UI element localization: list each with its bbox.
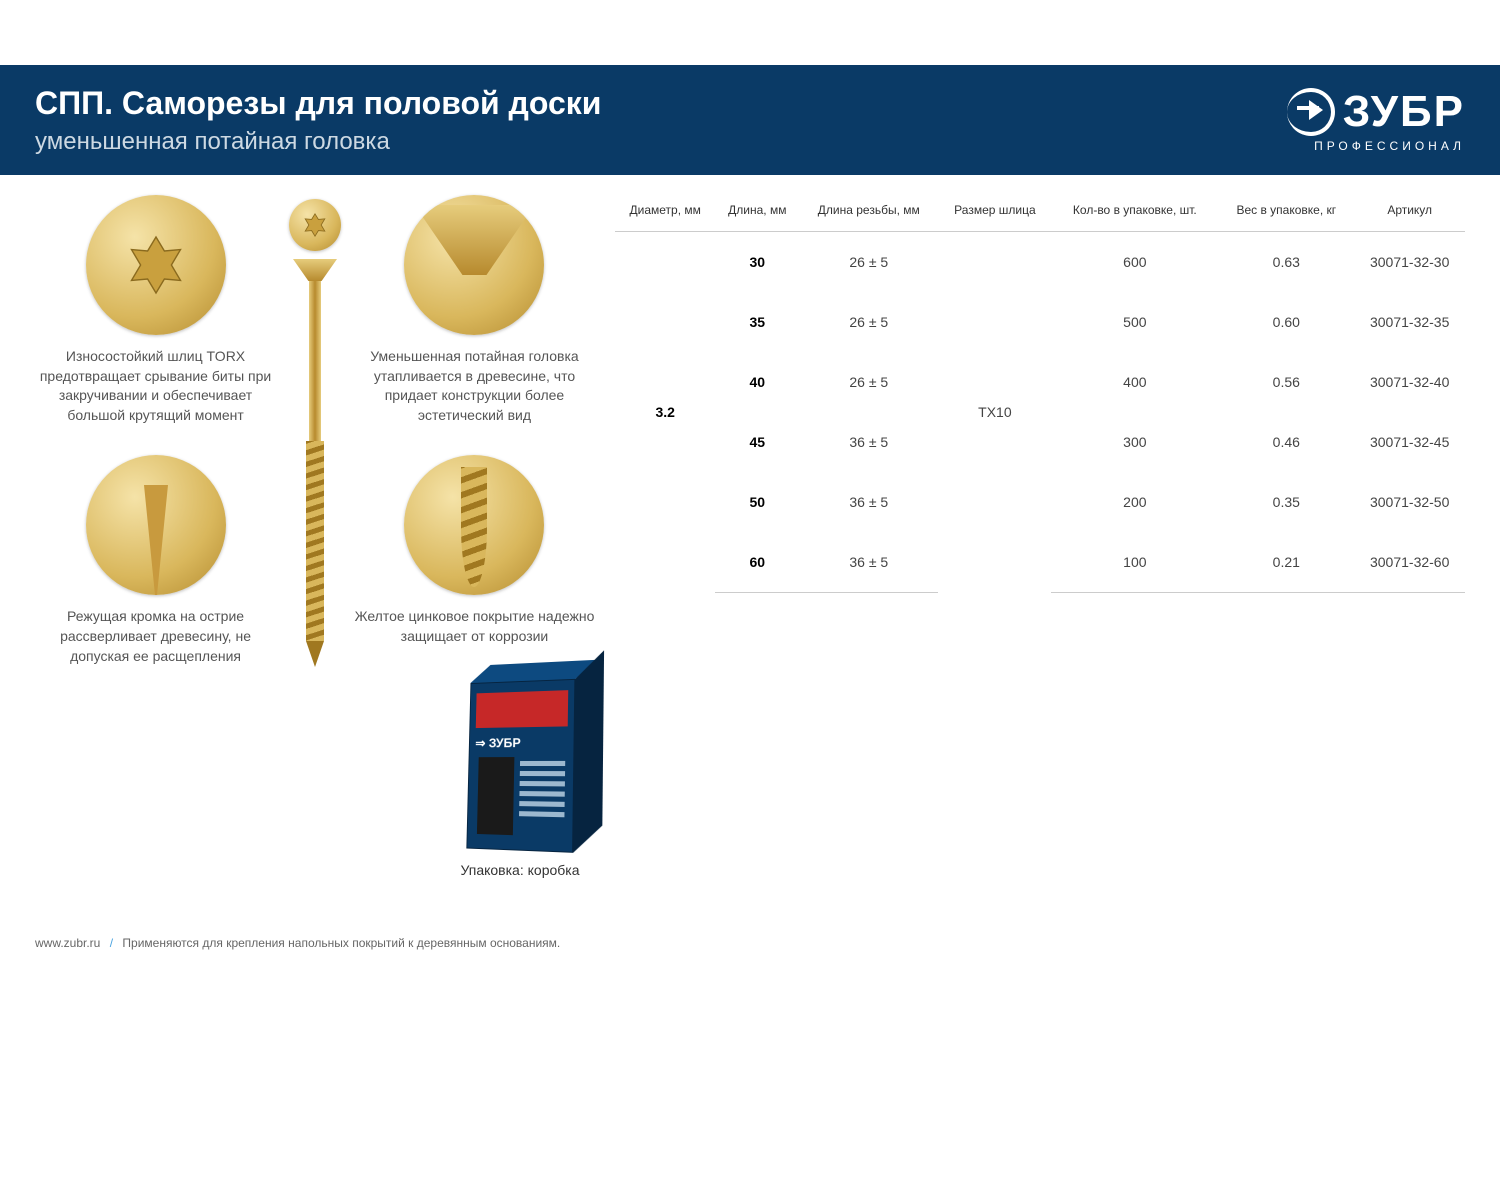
cell-slot: TX10 [938, 232, 1051, 593]
feature-column-left: Износостойкий шлиц TORX предотвращает ср… [35, 195, 276, 666]
brand-logo: ЗУБР ПРОФЕССИОНАЛ [1287, 87, 1465, 153]
tip-illustration [86, 455, 226, 595]
cell-length: 50 [715, 472, 799, 532]
cell-sku: 30071-32-35 [1354, 292, 1465, 352]
footer-separator: / [110, 936, 113, 950]
col-sku: Артикул [1354, 195, 1465, 232]
cell-length: 40 [715, 352, 799, 412]
cell-qty: 100 [1051, 532, 1218, 593]
table-row: 3.23026 ± 5TX106000.6330071-32-30 [615, 232, 1465, 293]
brand-name: ЗУБР [1343, 87, 1465, 137]
footer-note: Применяются для крепления напольных покр… [122, 936, 560, 950]
footer: www.zubr.ru / Применяются для крепления … [35, 936, 560, 950]
spec-table: Диаметр, мм Длина, мм Длина резьбы, мм Р… [615, 195, 1465, 666]
cell-weight: 0.60 [1218, 292, 1354, 352]
cell-thread: 26 ± 5 [799, 352, 938, 412]
cell-length: 30 [715, 232, 799, 293]
cell-qty: 200 [1051, 472, 1218, 532]
box-brand-icon: ⇒ ЗУБР [475, 735, 567, 752]
cell-sku: 30071-32-40 [1354, 352, 1465, 412]
col-thread: Длина резьбы, мм [799, 195, 938, 232]
cell-sku: 30071-32-50 [1354, 472, 1465, 532]
cell-weight: 0.21 [1218, 532, 1354, 593]
cell-thread: 26 ± 5 [799, 232, 938, 293]
cell-qty: 400 [1051, 352, 1218, 412]
logo-arrow-icon [1287, 88, 1335, 136]
torx-head-illustration [86, 195, 226, 335]
cell-thread: 26 ± 5 [799, 292, 938, 352]
cell-thread: 36 ± 5 [799, 532, 938, 593]
package-label: Упаковка: коробка [420, 862, 620, 878]
cell-weight: 0.35 [1218, 472, 1354, 532]
page-subtitle: уменьшенная потайная головка [35, 128, 601, 156]
features-panel: Износостойкий шлиц TORX предотвращает ср… [35, 195, 595, 666]
package-box-illustration: ⇒ ЗУБР [466, 679, 575, 853]
feature-head-text: Уменьшенная потайная головка утапливаетс… [354, 347, 595, 425]
cell-length: 45 [715, 412, 799, 472]
cell-weight: 0.63 [1218, 232, 1354, 293]
cell-qty: 500 [1051, 292, 1218, 352]
page-title: СПП. Саморезы для половой доски [35, 85, 601, 122]
feature-torx-text: Износостойкий шлиц TORX предотвращает ср… [35, 347, 276, 425]
cell-sku: 30071-32-45 [1354, 412, 1465, 472]
cell-thread: 36 ± 5 [799, 472, 938, 532]
cell-sku: 30071-32-30 [1354, 232, 1465, 293]
feature-column-right: Уменьшенная потайная головка утапливаетс… [354, 195, 595, 666]
torx-star-icon [121, 230, 191, 300]
col-diameter: Диаметр, мм [615, 195, 715, 232]
feature-tip-text: Режущая кромка на острие рассверливает д… [35, 607, 276, 666]
header-text: СПП. Саморезы для половой доски уменьшен… [35, 85, 601, 156]
col-qty: Кол-во в упаковке, шт. [1051, 195, 1218, 232]
col-slot: Размер шлица [938, 195, 1051, 232]
cell-weight: 0.46 [1218, 412, 1354, 472]
package-panel: ⇒ ЗУБР Упаковка: коробка [420, 680, 620, 878]
coating-illustration [404, 455, 544, 595]
col-length: Длина, мм [715, 195, 799, 232]
cell-length: 35 [715, 292, 799, 352]
table-header-row: Диаметр, мм Длина, мм Длина резьбы, мм Р… [615, 195, 1465, 232]
cell-thread: 36 ± 5 [799, 412, 938, 472]
col-weight: Вес в упаковке, кг [1218, 195, 1354, 232]
brand-tagline: ПРОФЕССИОНАЛ [1287, 139, 1465, 153]
full-screw-icon [290, 259, 340, 659]
cell-length: 60 [715, 532, 799, 593]
cell-qty: 300 [1051, 412, 1218, 472]
content-area: Износостойкий шлиц TORX предотвращает ср… [0, 195, 1500, 666]
feature-coating-text: Желтое цинковое покрытие надежно защищае… [354, 607, 595, 646]
small-torx-icon [289, 199, 341, 251]
header-band: СПП. Саморезы для половой доски уменьшен… [0, 65, 1500, 175]
footer-site: www.zubr.ru [35, 936, 100, 950]
center-screw-illustration [286, 199, 344, 666]
cell-diameter: 3.2 [615, 232, 715, 593]
cell-sku: 30071-32-60 [1354, 532, 1465, 593]
head-illustration [404, 195, 544, 335]
cell-qty: 600 [1051, 232, 1218, 293]
cell-weight: 0.56 [1218, 352, 1354, 412]
